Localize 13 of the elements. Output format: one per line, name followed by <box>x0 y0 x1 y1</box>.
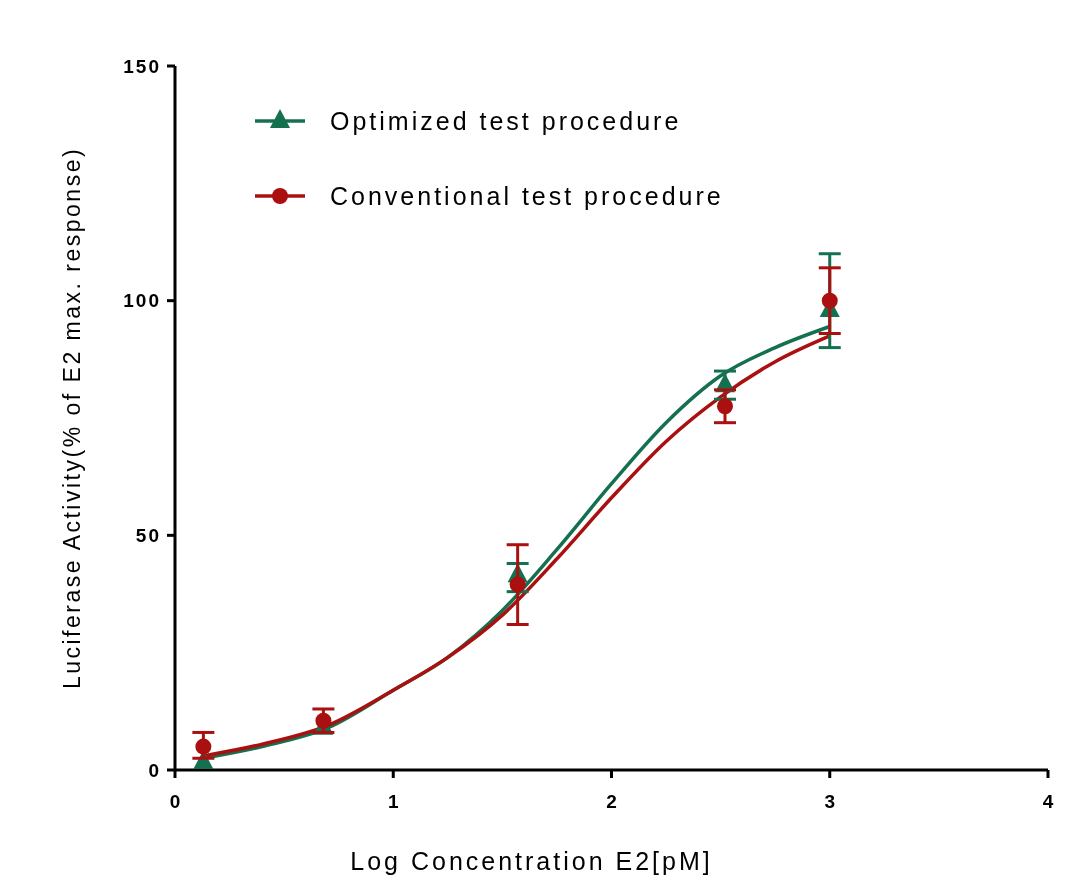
x-tick-label: 0 <box>169 791 181 812</box>
x-tick-label: 3 <box>824 791 836 812</box>
y-tick-label: 100 <box>123 290 161 312</box>
x-tick-label: 4 <box>1042 791 1054 812</box>
y-tick-label: 150 <box>123 55 161 77</box>
x-axis-title: Log Concentration E2[pM] <box>350 847 713 875</box>
legend-label: Conventional test procedure <box>330 181 724 210</box>
y-axis-title: Luciferase Activity(% of E2 max. response) <box>59 146 85 690</box>
x-tick-label: 1 <box>387 791 399 812</box>
legend-label: Optimized test procedure <box>330 106 682 135</box>
x-tick-label: 2 <box>606 791 617 812</box>
y-tick-label: 0 <box>148 759 161 781</box>
y-tick-label: 50 <box>135 524 161 546</box>
